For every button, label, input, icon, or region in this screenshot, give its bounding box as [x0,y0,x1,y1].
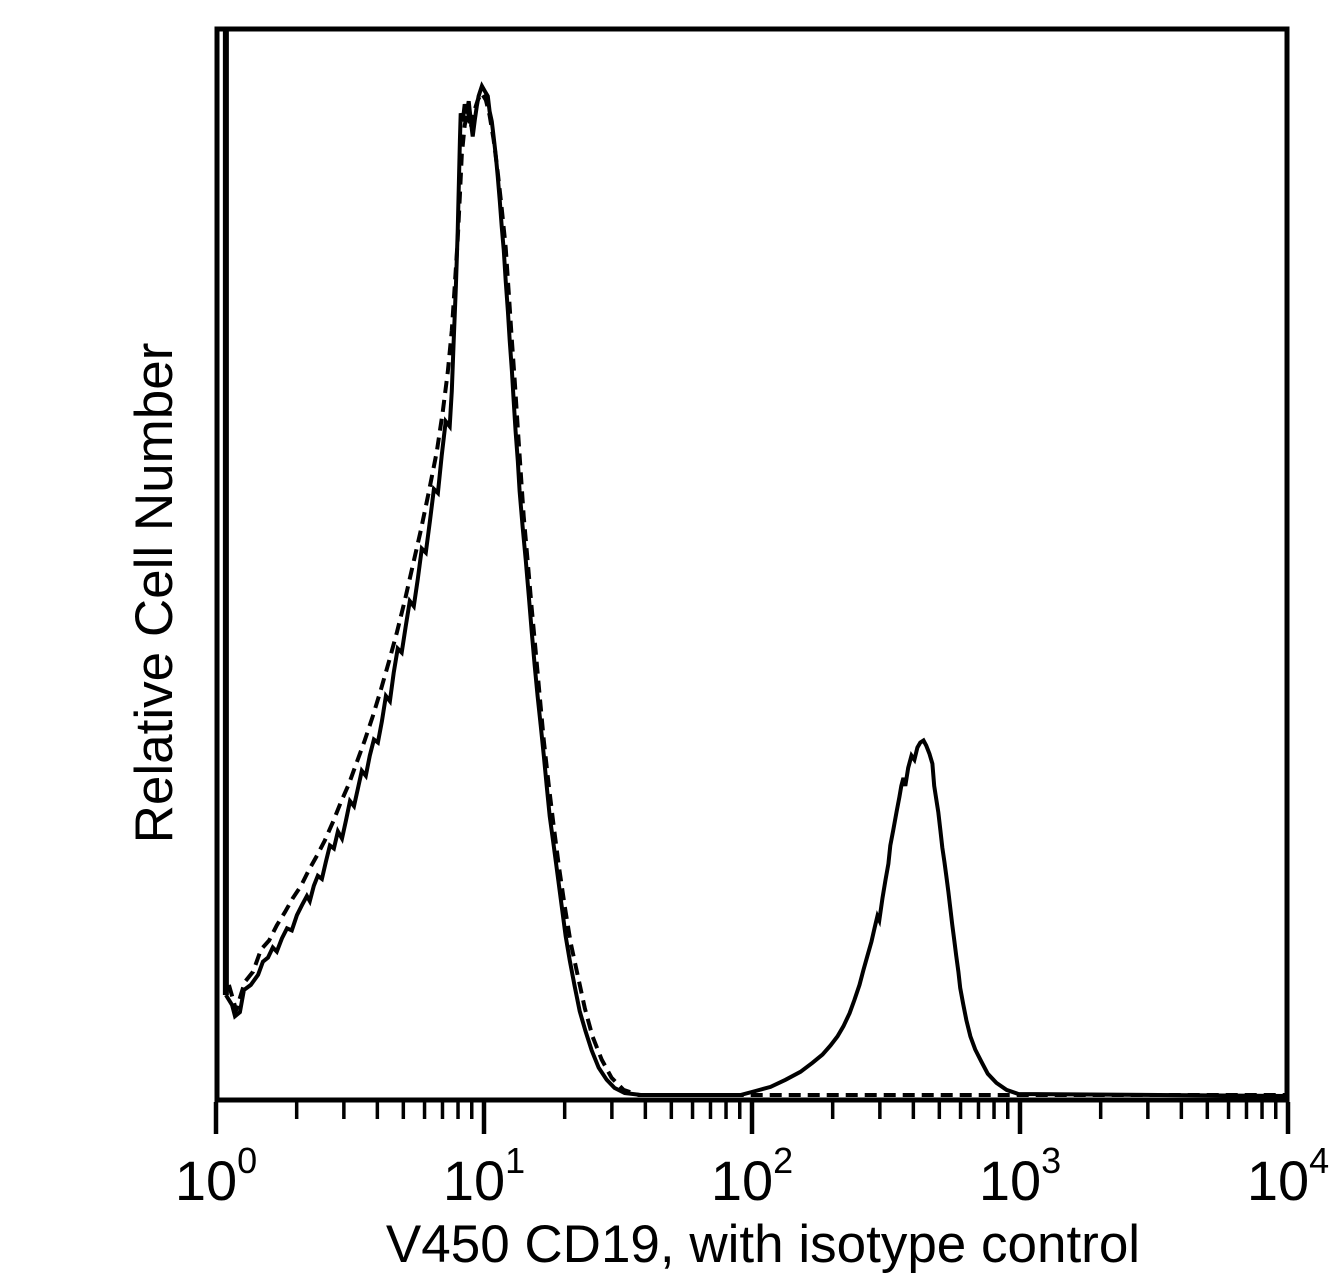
x-axis-tick-label: 102 [711,1140,793,1212]
isotype-control-curve [226,89,1288,1097]
plot-frame [214,26,1290,1103]
x-axis-tick-label: 103 [979,1140,1061,1212]
cd19-curve [224,81,1289,1098]
x-axis-tick-label: 101 [443,1140,525,1212]
x-axis-tick-label: 104 [1247,1140,1329,1212]
x-axis-label: V450 CD19, with isotype control [386,1215,1140,1274]
x-axis-tick-label: 100 [175,1140,257,1212]
y-axis-label: Relative Cell Number [125,343,184,844]
